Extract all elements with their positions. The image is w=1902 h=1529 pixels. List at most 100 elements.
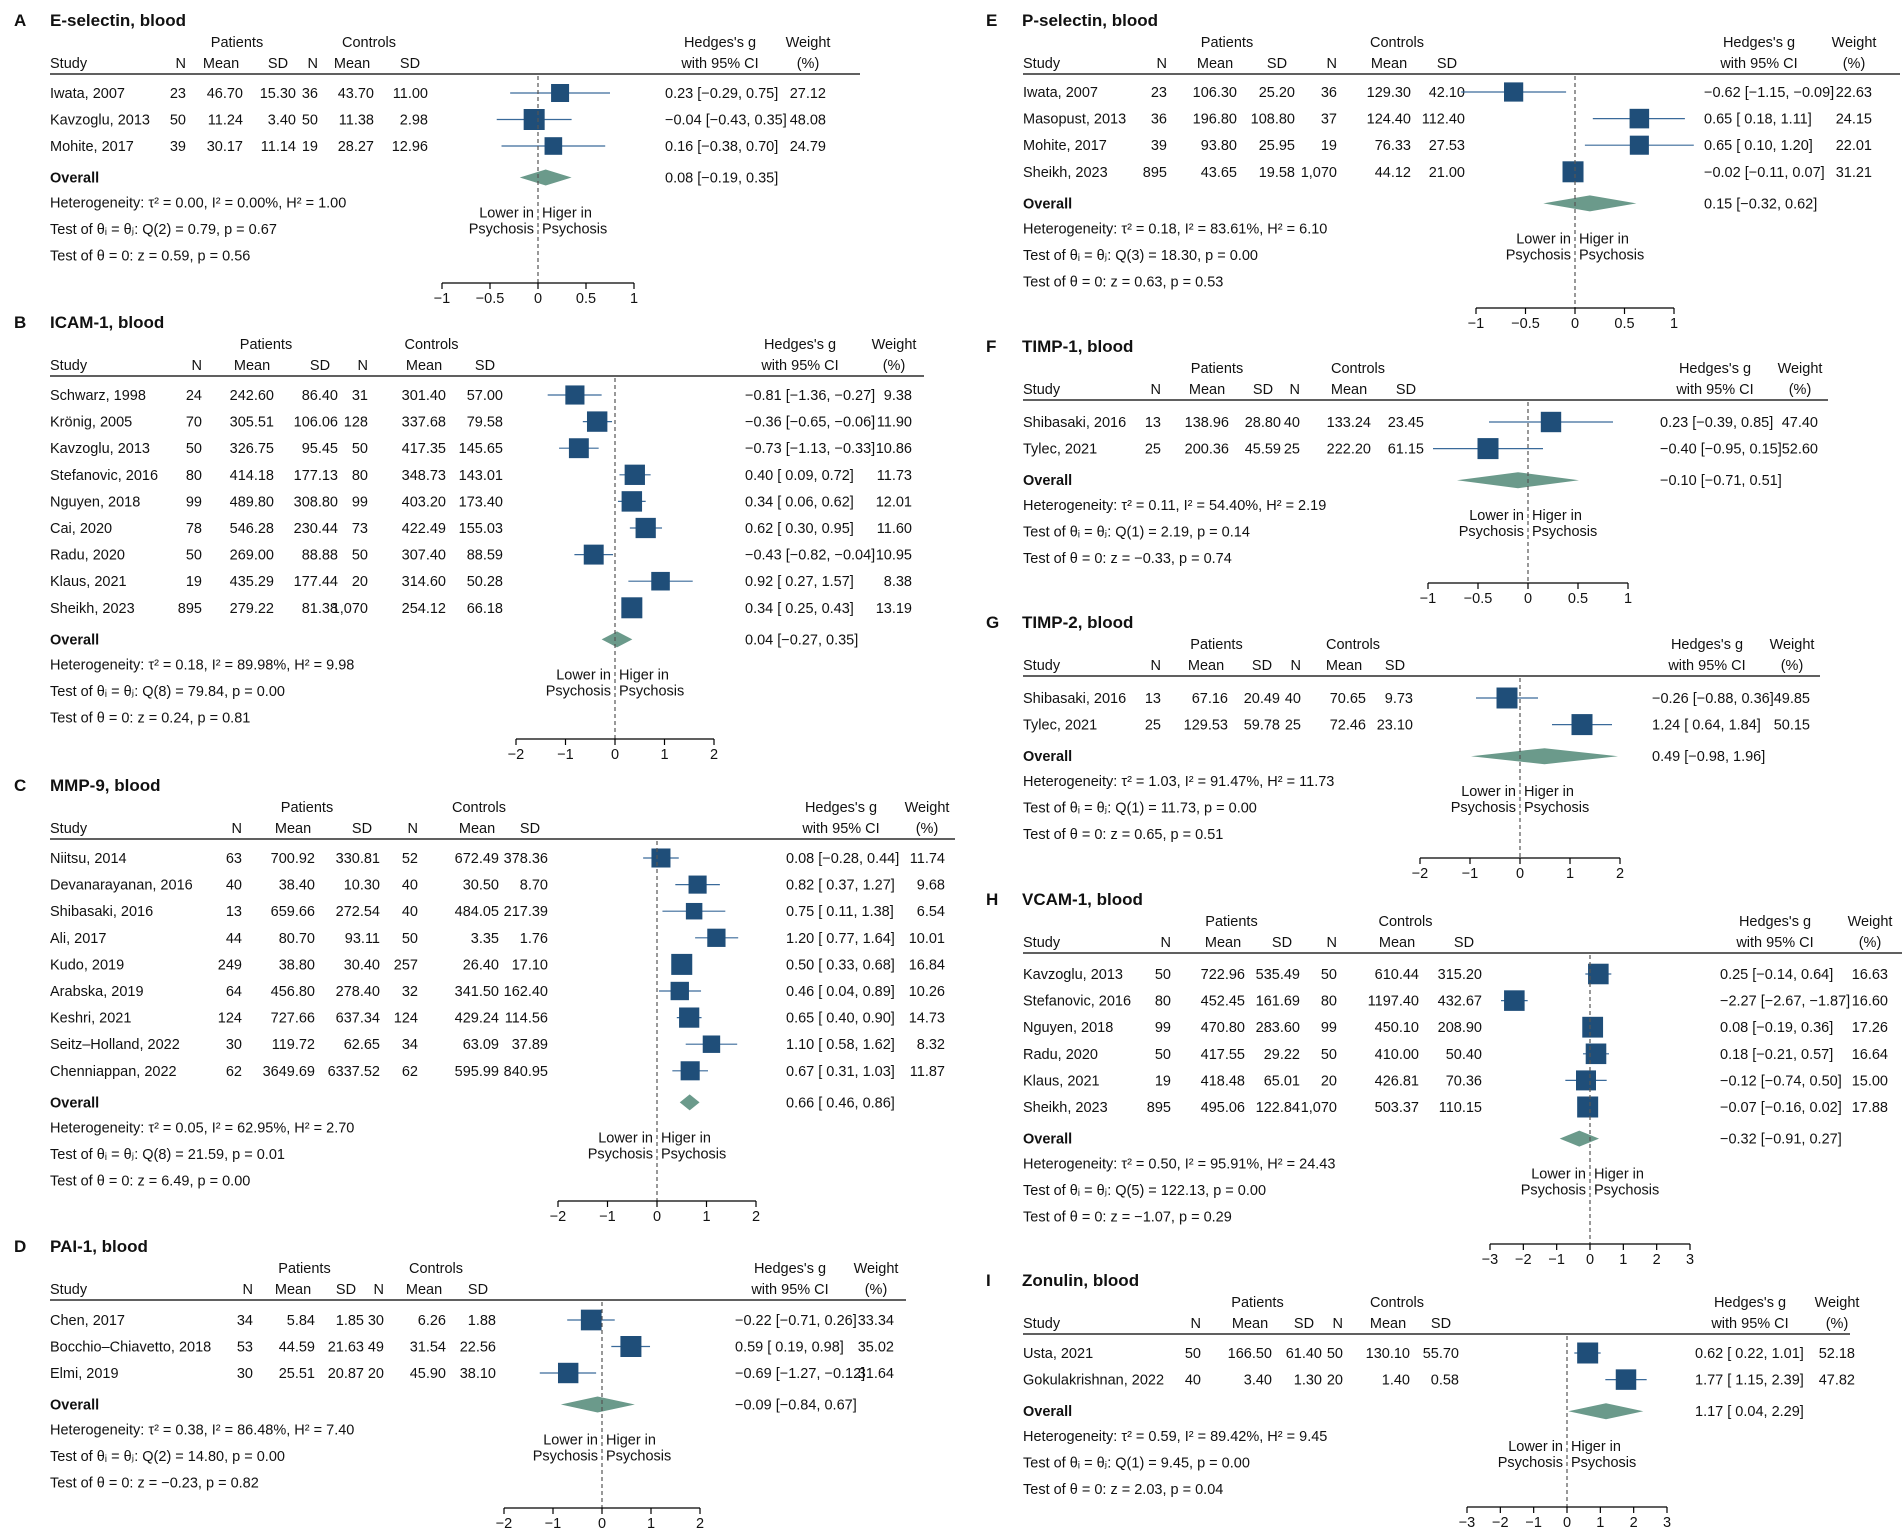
- controls-mean: 301.40: [402, 388, 446, 404]
- header-weight-unit: (%): [1781, 658, 1804, 674]
- overall-diamond: [601, 631, 633, 648]
- controls-mean: 403.20: [402, 494, 446, 510]
- direction-lower-line2: Psychosis: [1451, 800, 1516, 816]
- overall-ci-text: 1.17 [ 0.04, 2.29]: [1695, 1404, 1804, 1420]
- direction-lower-line2: Psychosis: [1459, 524, 1524, 540]
- study-row: Sheikh, 2023 895 279.22 81.381,070 254.12 66.…: [50, 597, 912, 619]
- patients-n: 53: [237, 1340, 253, 1356]
- study-row: Nguyen, 2018 99 489.80 308.80 99 403.20 173.40…: [50, 491, 912, 512]
- header-study: Study: [50, 1282, 88, 1298]
- header-controls: Controls: [342, 35, 396, 51]
- patients-mean: 326.75: [230, 441, 274, 457]
- study-row: Tylec, 2021 25 200.36 45.59 25 222.20 61.15 −0.…: [1023, 438, 1818, 460]
- direction-lower-line1: Lower in: [1469, 508, 1524, 524]
- x-axis-tick-label: 1: [630, 291, 638, 307]
- panel-title: Zonulin, blood: [1022, 1271, 1139, 1290]
- x-axis-tick-label: −1: [1525, 1515, 1542, 1529]
- stats-line: Test of θᵢ = θⱼ: Q(1) = 2.19, p = 0.14: [1023, 525, 1250, 541]
- effect-ci-text: −0.81 [−1.36, −0.27]: [745, 388, 875, 404]
- stats-line: Heterogeneity: τ² = 0.00, I² = 0.00%, H²…: [50, 196, 346, 212]
- effect-marker: [1571, 714, 1593, 736]
- weight-text: 48.08: [790, 113, 826, 129]
- patients-mean: 38.80: [279, 957, 315, 973]
- patients-sd: 59.78: [1244, 718, 1280, 734]
- controls-sd: 79.58: [467, 415, 503, 431]
- patients-sd: 81.38: [302, 601, 338, 617]
- direction-higher-line2: Psychosis: [1579, 247, 1644, 263]
- overall-ci-text: 0.15 [−0.32, 0.62]: [1704, 196, 1817, 212]
- controls-sd: 840.95: [504, 1064, 548, 1080]
- x-axis-tick-label: 3: [1663, 1515, 1671, 1529]
- study-name: Usta, 2021: [1023, 1346, 1093, 1362]
- patients-mean: 470.80: [1201, 1020, 1245, 1036]
- header-controls: Controls: [1370, 1295, 1424, 1311]
- panel-title: ICAM-1, blood: [50, 313, 164, 332]
- patients-n: 50: [1155, 1047, 1171, 1063]
- x-axis-tick-label: 2: [710, 747, 718, 763]
- weight-text: 24.79: [790, 139, 826, 155]
- header-effect: Hedges's g: [754, 1261, 826, 1277]
- controls-sd: 17.10: [512, 957, 548, 973]
- header-effect-ci: with 95% CI: [1675, 382, 1753, 398]
- header-weight-unit: (%): [797, 56, 820, 72]
- controls-mean: 672.49: [455, 851, 499, 867]
- controls-mean: 450.10: [1375, 1020, 1419, 1036]
- direction-higher-line1: Higer in: [1579, 231, 1629, 247]
- x-axis-tick-label: 1: [1566, 866, 1574, 882]
- effect-ci-text: 0.67 [ 0.31, 1.03]: [786, 1064, 895, 1080]
- effect-marker: [679, 1007, 700, 1028]
- header-effect-ci: with 95% CI: [1719, 56, 1797, 72]
- controls-mean: 72.46: [1330, 718, 1366, 734]
- controls-mean: 129.30: [1367, 85, 1411, 101]
- weight-text: 50.15: [1774, 718, 1810, 734]
- patients-sd: 28.80: [1245, 415, 1281, 431]
- panel-f: F TIMP-1, blood Patients Controls Study N Mean…: [986, 337, 1828, 607]
- panel-i: I Zonulin, blood Patients Controls Study N Mea…: [986, 1271, 1859, 1529]
- direction-higher-line1: Higer in: [1532, 508, 1582, 524]
- overall-ci-text: 0.04 [−0.27, 0.35]: [745, 632, 858, 648]
- stats-line: Test of θ = 0: z = −0.33, p = 0.74: [1023, 551, 1232, 567]
- patients-mean: 495.06: [1201, 1100, 1245, 1116]
- header-sd-controls: SD: [468, 1282, 488, 1298]
- controls-sd: 110.15: [1439, 1100, 1482, 1116]
- patients-sd: 86.40: [302, 388, 338, 404]
- patients-n: 23: [170, 86, 186, 102]
- weight-text: 17.88: [1852, 1100, 1888, 1116]
- study-row: Niitsu, 2014 63 700.92 330.81 52 672.49 378.36…: [50, 848, 945, 868]
- patients-mean: 67.16: [1192, 691, 1228, 707]
- effect-ci-text: 0.23 [−0.29, 0.75]: [665, 86, 778, 102]
- direction-lower-line2: Psychosis: [533, 1449, 598, 1465]
- controls-n: 50: [302, 113, 318, 129]
- controls-n: 37: [1321, 112, 1337, 128]
- stats-line: Test of θ = 0: z = −1.07, p = 0.29: [1023, 1210, 1232, 1226]
- controls-sd: 162.40: [504, 984, 548, 1000]
- header-sd-controls: SD: [1437, 56, 1457, 72]
- header-n-patients: N: [192, 358, 202, 374]
- header-effect: Hedges's g: [1723, 35, 1795, 51]
- patients-sd: 25.20: [1259, 85, 1295, 101]
- patients-n: 124: [218, 1011, 242, 1027]
- x-axis-tick-label: −2: [1492, 1515, 1509, 1529]
- effect-marker: [565, 385, 585, 405]
- patients-sd: 283.60: [1256, 1020, 1300, 1036]
- stats-line: Test of θ = 0: z = 6.49, p = 0.00: [50, 1173, 250, 1189]
- header-weight-unit: (%): [883, 358, 906, 374]
- x-axis-tick-label: 1: [660, 747, 668, 763]
- patients-n: 895: [1147, 1100, 1171, 1116]
- overall-label: Overall: [50, 1398, 99, 1414]
- weight-text: 10.95: [876, 548, 912, 564]
- direction-lower-line2: Psychosis: [469, 222, 534, 238]
- x-axis-tick-label: 1: [1670, 316, 1678, 332]
- stats-line: Test of θᵢ = θⱼ: Q(2) = 14.80, p = 0.00: [50, 1449, 285, 1465]
- weight-text: 13.19: [876, 601, 912, 617]
- header-effect-ci: with 95% CI: [801, 821, 879, 837]
- weight-text: 10.86: [876, 441, 912, 457]
- patients-sd: 45.59: [1245, 442, 1281, 458]
- effect-ci-text: −0.26 [−0.88, 0.36]: [1652, 691, 1774, 707]
- study-row: Krönig, 2005 70 305.51 106.06 128 337.68 79.58…: [50, 411, 912, 432]
- controls-sd: 23.45: [1388, 415, 1424, 431]
- controls-sd: 1.88: [468, 1313, 496, 1329]
- effect-ci-text: 0.08 [−0.19, 0.36]: [1720, 1020, 1833, 1036]
- patients-sd: 15.30: [260, 86, 296, 102]
- effect-marker: [1504, 990, 1525, 1011]
